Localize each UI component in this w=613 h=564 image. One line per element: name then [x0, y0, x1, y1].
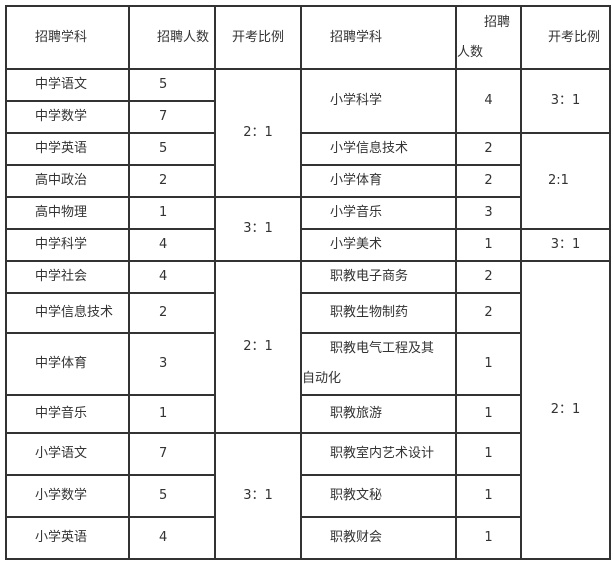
header-subject: 招聘学科 [5, 5, 130, 70]
header-count-line1: 招聘 [484, 14, 511, 30]
subject-cell: 小学英语 [5, 516, 130, 560]
count-cell: 5 [128, 474, 216, 518]
header-count-line2: 人数 [457, 44, 484, 60]
subject-cell: 中学信息技术 [5, 292, 130, 334]
subject-cell: 职教生物制药 [300, 292, 457, 334]
count-cell: 1 [455, 332, 522, 396]
subject-cell: 中学社会 [5, 260, 130, 294]
subject-line2: 自动化 [302, 371, 342, 386]
count-cell: 3 [455, 196, 522, 230]
count-cell: 1 [455, 394, 522, 434]
subject-cell: 职教电气工程及其自动化 [300, 332, 457, 396]
subject-cell: 中学体育 [5, 332, 130, 396]
subject-cell: 职教财会 [300, 516, 457, 560]
subject-cell: 高中政治 [5, 164, 130, 198]
header-ratio-2: 开考比例 [520, 5, 611, 70]
count-cell: 1 [455, 516, 522, 560]
count-cell: 3 [128, 332, 216, 396]
ratio-cell: 2：1 [214, 68, 302, 198]
header-count-2: 招聘 人数 [455, 5, 522, 70]
subject-cell: 小学体育 [300, 164, 457, 198]
ratio-cell: 2：1 [520, 260, 611, 560]
count-cell: 1 [455, 432, 522, 476]
count-cell: 7 [128, 432, 216, 476]
subject-line1: 职教电气工程及其 [330, 341, 435, 356]
count-cell: 5 [128, 68, 216, 102]
count-cell: 2 [455, 260, 522, 294]
count-cell: 1 [455, 474, 522, 518]
count-cell: 2 [128, 292, 216, 334]
subject-cell: 职教旅游 [300, 394, 457, 434]
subject-cell: 小学数学 [5, 474, 130, 518]
count-cell: 4 [128, 228, 216, 262]
subject-cell: 中学语文 [5, 68, 130, 102]
count-cell: 4 [128, 516, 216, 560]
ratio-cell: 3：1 [520, 68, 611, 134]
subject-cell: 中学科学 [5, 228, 130, 262]
header-count: 招聘人数 [128, 5, 216, 70]
subject-cell: 小学美术 [300, 228, 457, 262]
count-cell: 2 [455, 292, 522, 334]
subject-cell: 小学科学 [300, 68, 457, 134]
subject-cell: 小学音乐 [300, 196, 457, 230]
subject-cell: 小学语文 [5, 432, 130, 476]
ratio-cell: 3：1 [214, 432, 302, 560]
count-cell: 1 [128, 394, 216, 434]
count-cell: 5 [128, 132, 216, 166]
subject-cell: 小学信息技术 [300, 132, 457, 166]
subject-cell: 中学音乐 [5, 394, 130, 434]
header-subject-2: 招聘学科 [300, 5, 457, 70]
count-cell: 1 [128, 196, 216, 230]
count-cell: 2 [455, 164, 522, 198]
count-cell: 4 [128, 260, 216, 294]
count-cell: 4 [455, 68, 522, 134]
subject-cell: 中学数学 [5, 100, 130, 134]
count-cell: 7 [128, 100, 216, 134]
count-cell: 2 [128, 164, 216, 198]
subject-cell: 职教电子商务 [300, 260, 457, 294]
ratio-cell: 2:1 [520, 132, 611, 230]
count-cell: 1 [455, 228, 522, 262]
header-ratio: 开考比例 [214, 5, 302, 70]
ratio-cell: 3：1 [520, 228, 611, 262]
ratio-cell: 2：1 [214, 260, 302, 434]
subject-cell: 高中物理 [5, 196, 130, 230]
subject-cell: 职教室内艺术设计 [300, 432, 457, 476]
recruitment-table: 招聘学科 招聘人数 开考比例 招聘学科 招聘 人数 开考比例 中学语文 5 2：1… [5, 5, 611, 560]
count-cell: 2 [455, 132, 522, 166]
subject-cell: 中学英语 [5, 132, 130, 166]
ratio-cell: 3：1 [214, 196, 302, 262]
subject-cell: 职教文秘 [300, 474, 457, 518]
